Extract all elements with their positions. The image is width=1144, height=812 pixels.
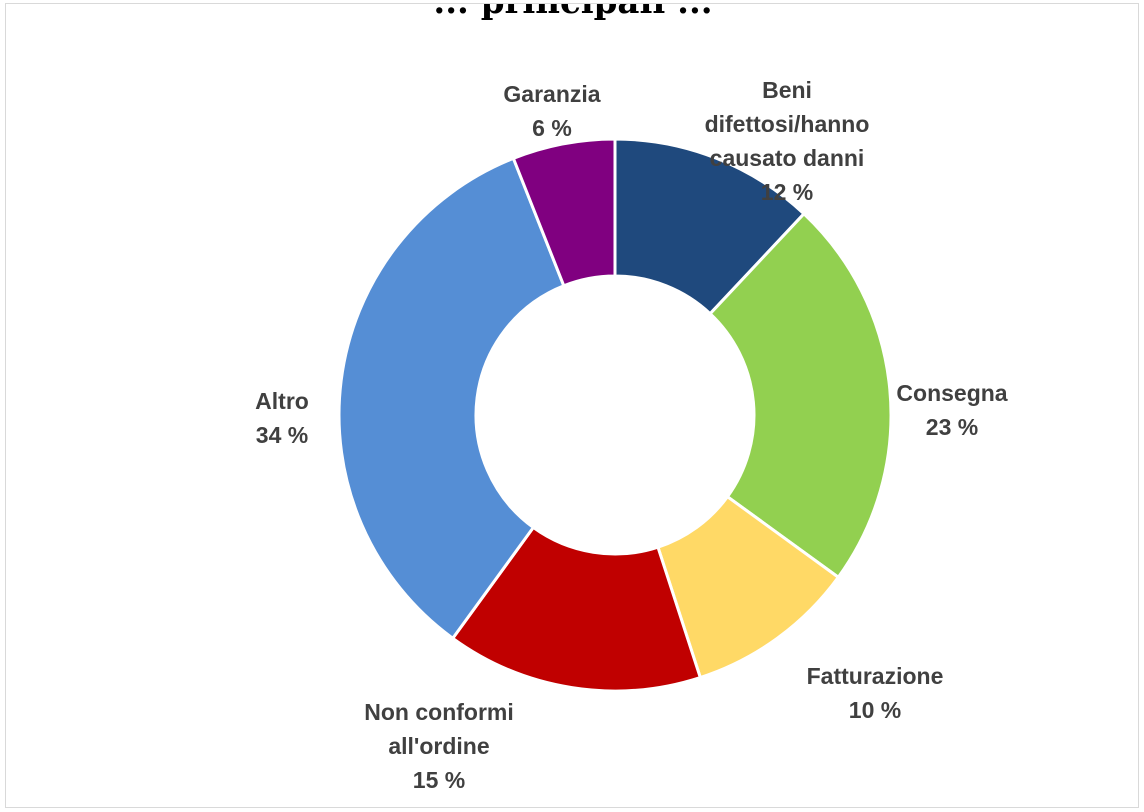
- donut-slice-5: [337, 156, 566, 641]
- chart-title: ... principali ...: [6, 4, 1138, 22]
- data-label-3: Fatturazione 10 %: [807, 663, 944, 723]
- donut-slice-1: [613, 137, 807, 316]
- data-label-4: Non conformi all'ordine 15 %: [364, 699, 514, 793]
- donut-slice-6: [511, 137, 617, 288]
- data-label-5: Altro 34 %: [255, 388, 309, 448]
- donut-slice-4: [450, 525, 703, 693]
- data-label-1: Beni difettosi/hanno causato danni 12 %: [705, 77, 870, 205]
- donut-slice-2: [708, 211, 893, 580]
- data-label-2: Consegna 23 %: [896, 380, 1007, 440]
- chart-frame: ... principali ... Benidifettosi/hannoca…: [5, 3, 1139, 808]
- donut-chart: Beni difettosi/hanno causato danni 12 % Cons…: [255, 77, 1008, 793]
- data-label-6: Garanzia 6 %: [503, 81, 600, 141]
